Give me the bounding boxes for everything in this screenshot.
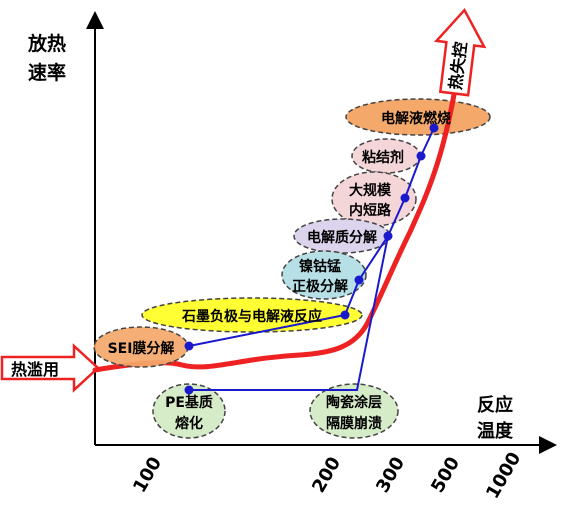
node-graphite: [340, 310, 350, 320]
stage-combustion-label: 电解液燃烧: [381, 110, 451, 127]
stage-cathode-label-line1: 镍钴锰: [299, 258, 341, 275]
stage-sei-label: SEI膜分解: [108, 340, 175, 357]
stage-electrolyte-decomp-label: 电解质分解: [307, 229, 377, 246]
node-cathode: [354, 275, 364, 285]
thermal-runaway-arrow: 热失控: [433, 7, 487, 97]
node-combustion: [429, 123, 439, 133]
stage-short-circuit-label-line1: 大规模: [349, 182, 392, 199]
heat-abuse-label: 热滥用: [11, 360, 59, 379]
node-short-circuit: [400, 193, 410, 203]
x-tick-1000: 1000: [482, 449, 525, 503]
x-tick-200: 200: [308, 453, 345, 496]
heat-release-curve: [92, 49, 464, 373]
stage-ceramic-ellipse: [309, 383, 399, 439]
x-axis-label-line1: 反应: [477, 394, 513, 416]
x-tick-100: 100: [129, 453, 166, 496]
node-binder: [416, 151, 426, 161]
node-pe: [184, 385, 194, 395]
stage-pe-label-line1: PE基质: [165, 394, 213, 411]
y-axis-label-line2: 速率: [28, 61, 66, 84]
stage-ceramic-label-line1: 陶瓷涂层: [326, 394, 382, 411]
stage-cathode-label-line2: 正极分解: [292, 278, 348, 295]
stage-short-circuit-ellipse: [331, 171, 417, 227]
x-axis-label-line2: 温度: [477, 420, 514, 442]
y-axis-label-line1: 放热: [27, 32, 66, 55]
node-electrolyte-decomp: [383, 231, 393, 241]
heat-abuse-arrow: [0, 343, 100, 393]
separator-connector: [189, 235, 389, 391]
stage-pe-label-line2: 熔化: [175, 415, 203, 432]
x-tick-500: 500: [427, 453, 464, 496]
stage-ceramic-label-line2: 隔膜崩溃: [326, 415, 382, 432]
node-sei: [184, 341, 194, 351]
stage-combustion-ellipse: [345, 98, 491, 136]
stage-binder-label: 粘结剂: [362, 149, 404, 166]
x-tick-300: 300: [372, 453, 409, 496]
stage-cathode-ellipse: [281, 250, 367, 300]
stage-pe-ellipse: [152, 383, 226, 439]
stage-graphite-label: 石墨负极与电解液反应: [181, 308, 322, 325]
stage-short-circuit-label-line2: 内短路: [349, 202, 392, 219]
